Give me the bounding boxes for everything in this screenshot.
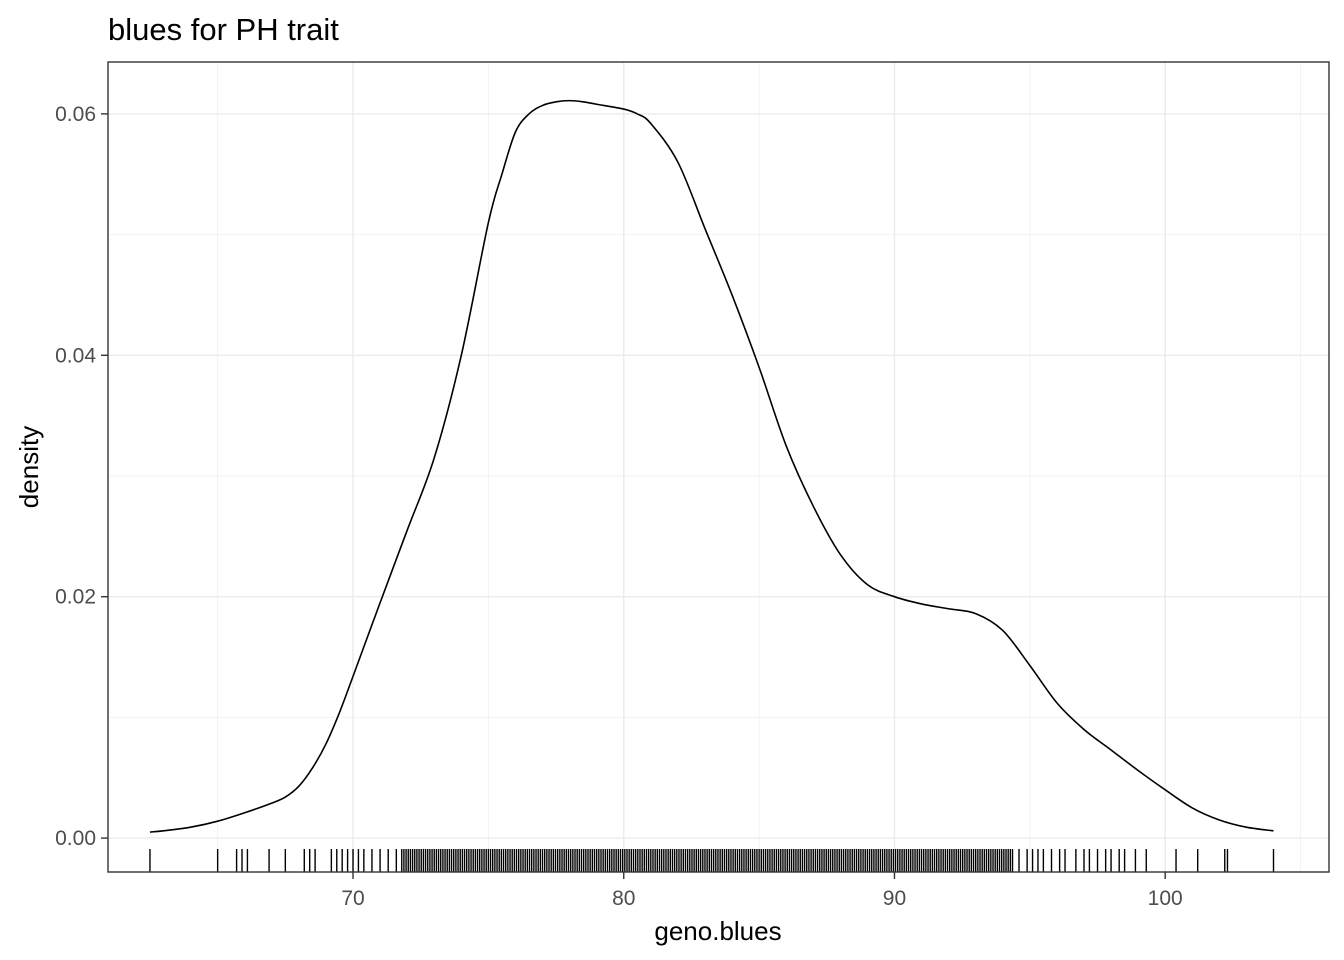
density-curve <box>149 99 1274 833</box>
chart-title: blues for PH trait <box>108 12 339 47</box>
grid <box>108 62 1329 872</box>
rug-layer <box>149 849 1275 872</box>
y-axis-title: density <box>14 426 44 508</box>
y-tick-label: 0.04 <box>55 344 96 367</box>
x-tick-label: 70 <box>341 887 364 910</box>
x-axis: 70 80 90 100 <box>341 872 1183 910</box>
y-tick-label: 0.06 <box>55 103 96 126</box>
x-tick-label: 100 <box>1148 887 1183 910</box>
y-tick-label: 0.00 <box>55 827 96 850</box>
density-curve-layer <box>149 99 1274 833</box>
y-axis: 0.00 0.02 0.04 0.06 <box>55 103 108 850</box>
x-axis-title: geno.blues <box>654 916 781 946</box>
x-tick-label: 90 <box>883 887 906 910</box>
y-tick-label: 0.02 <box>55 586 96 609</box>
panel-border <box>107 61 1330 873</box>
x-tick-label: 80 <box>612 887 635 910</box>
